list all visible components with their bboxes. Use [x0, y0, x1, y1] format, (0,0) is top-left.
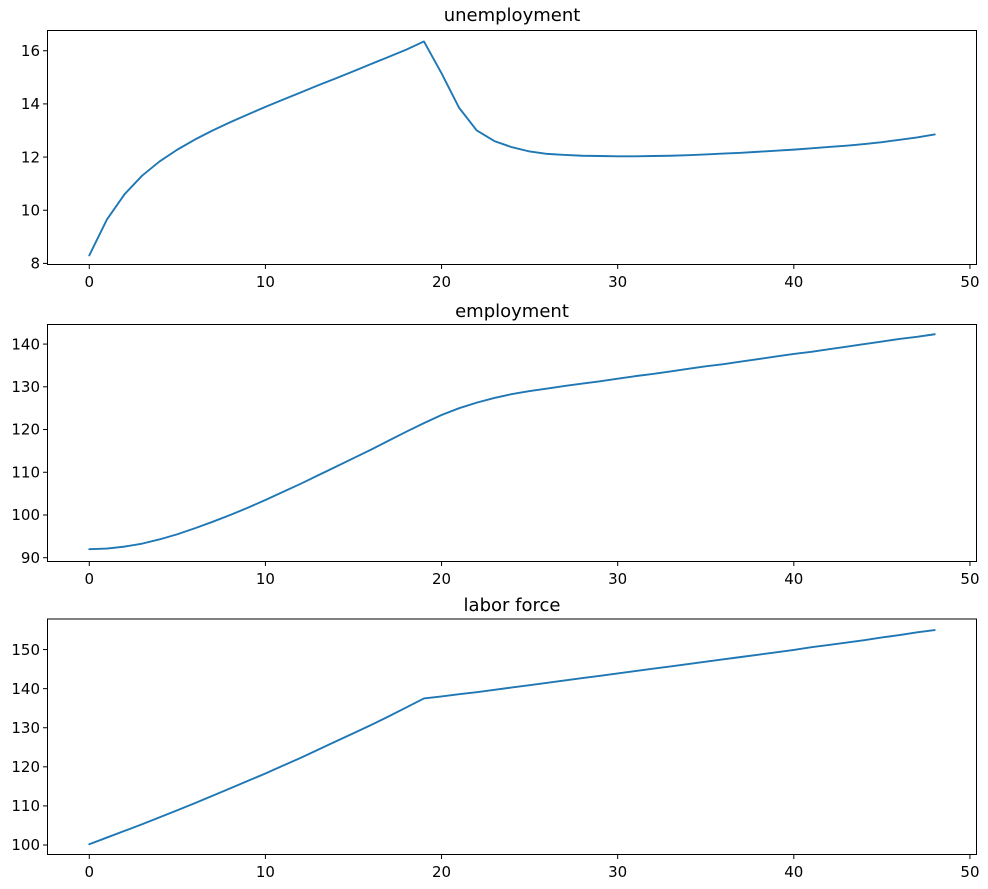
subplot-title-employment: employment: [455, 301, 569, 322]
x-tick-label: 20: [432, 570, 451, 588]
employment-line: [88, 333, 936, 551]
x-tick-label: 50: [960, 863, 979, 881]
y-tick-label: 130: [11, 719, 40, 737]
x-tick-label: 50: [960, 570, 979, 588]
x-tick-label: 20: [432, 863, 451, 881]
x-tick-label: 40: [784, 273, 803, 291]
x-tick-label: 20: [432, 273, 451, 291]
subplot-title-labor-force: labor force: [463, 595, 561, 616]
x-tick-label: 0: [84, 863, 94, 881]
x-tick-label: 0: [84, 570, 94, 588]
y-tick-label: 8: [30, 255, 40, 273]
y-tick-label: 150: [11, 641, 40, 659]
axes-frame: [47, 324, 977, 562]
y-tick-label: 100: [11, 836, 40, 854]
y-tick-label: 110: [11, 797, 40, 815]
x-tick-label: 50: [960, 273, 979, 291]
x-tick-label: 0: [84, 273, 94, 291]
subplot-employment: 90 100 110 120 130 140 0 10 20 30 40 50: [11, 324, 980, 588]
subplot-labor-force: 100 110 120 130 140 150 0 10 20 30 40 50: [11, 618, 980, 881]
axes-frame: [47, 30, 977, 265]
y-tick-label: 12: [21, 148, 40, 166]
axes-frame: [47, 618, 977, 855]
y-tick-label: 140: [11, 335, 40, 353]
y-tick-label: 16: [21, 42, 40, 60]
x-tick-label: 30: [608, 570, 627, 588]
y-tick-label: 130: [11, 378, 40, 396]
y-tick-label: 120: [11, 421, 40, 439]
subplot-unemployment: 8 10 12 14 16 0 10 20 30 40 50: [21, 30, 980, 291]
labor-force-line: [88, 629, 936, 846]
subplot-title-unemployment: unemployment: [443, 5, 581, 26]
x-tick-label: 10: [256, 273, 275, 291]
y-tick-label: 10: [21, 201, 40, 219]
y-tick-label: 14: [21, 95, 40, 113]
unemployment-line: [88, 40, 936, 257]
y-tick-label: 100: [11, 506, 40, 524]
x-tick-label: 40: [784, 570, 803, 588]
y-tick-label: 120: [11, 758, 40, 776]
x-tick-label: 10: [256, 863, 275, 881]
x-tick-label: 40: [784, 863, 803, 881]
y-tick-label: 110: [11, 463, 40, 481]
x-tick-label: 10: [256, 570, 275, 588]
x-tick-label: 30: [608, 273, 627, 291]
y-tick-label: 90: [21, 549, 40, 567]
x-tick-label: 30: [608, 863, 627, 881]
y-tick-label: 140: [11, 680, 40, 698]
